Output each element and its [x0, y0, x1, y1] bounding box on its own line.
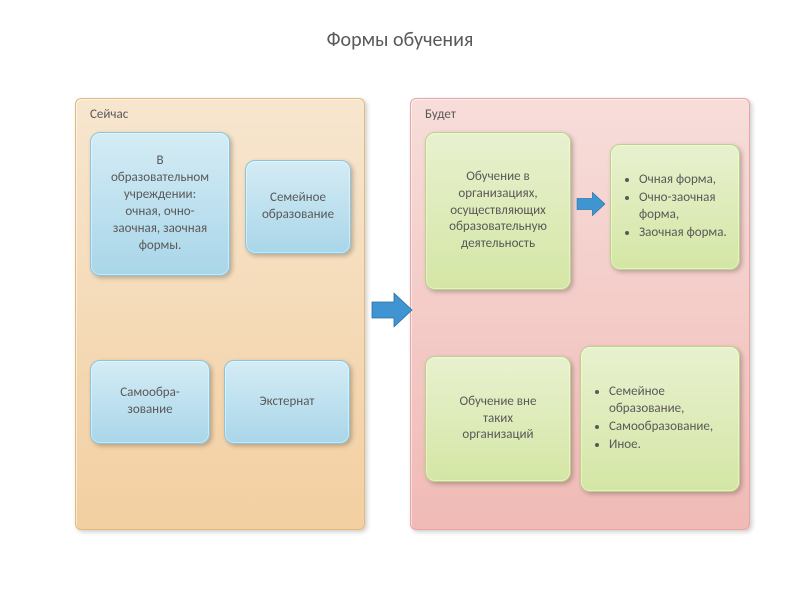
bullet-item: Семейное образование, — [609, 384, 727, 418]
box-edu_institution: Вобразовательномучреждении:очная, очно-з… — [90, 132, 230, 276]
panel-now-label: Сейчас — [90, 107, 128, 122]
box-outside_list: Семейное образование,Самообразование,Ино… — [580, 346, 740, 492]
bullet-item: Самообразование, — [609, 419, 727, 436]
box-self_edu: Самообра-зование — [90, 360, 210, 444]
arrow-right_arrow — [576, 190, 606, 218]
panel-future-label: Будет — [425, 107, 456, 122]
box-text: Обучение ворганизациях,осуществляющихобр… — [449, 169, 547, 253]
box-family_edu: Семейноеобразование — [245, 160, 351, 254]
bullet-item: Очно-заочная форма, — [639, 190, 727, 224]
slide-title: Формы обучения — [0, 28, 800, 52]
box-text: Семейноеобразование — [262, 190, 334, 224]
bullet-item: Очная форма, — [639, 172, 727, 189]
box-externship: Экстернат — [224, 360, 350, 444]
box-forms_list: Очная форма,Очно-заочная форма,Заочная ф… — [610, 144, 740, 270]
box-text: Вобразовательномучреждении:очная, очно-з… — [111, 153, 209, 254]
box-text: Экстернат — [260, 394, 315, 411]
arrow-center_arrow — [370, 290, 414, 330]
box-outside_org: Обучение внетакихорганизаций — [425, 356, 571, 482]
bullet-item: Заочная форма. — [639, 225, 727, 242]
box-text: Самообра-зование — [120, 385, 180, 419]
box-text: Обучение внетакихорганизаций — [460, 394, 537, 445]
bullet-item: Иное. — [609, 437, 727, 454]
box-org_learning: Обучение ворганизациях,осуществляющихобр… — [425, 132, 571, 290]
